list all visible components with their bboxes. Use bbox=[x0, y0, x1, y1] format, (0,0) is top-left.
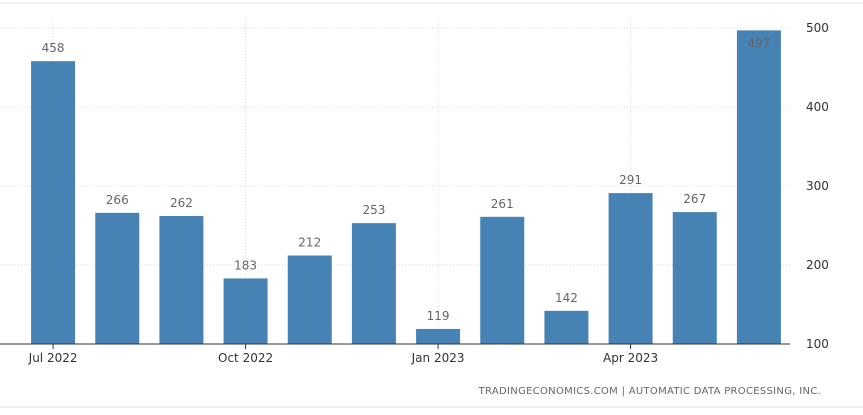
data-label: 212 bbox=[298, 236, 321, 250]
x-tick-label: Oct 2022 bbox=[218, 351, 273, 365]
y-tick-label: 500 bbox=[806, 21, 829, 35]
data-label: 291 bbox=[619, 173, 642, 187]
bar bbox=[544, 310, 589, 344]
data-label: 266 bbox=[106, 193, 129, 207]
y-tick-label: 400 bbox=[806, 100, 829, 114]
data-labels: 458 266 262 183 212 253 119 261 142 291 267 497 bbox=[42, 36, 771, 323]
bar bbox=[351, 223, 396, 344]
y-tick-label: 200 bbox=[806, 258, 829, 272]
y-tick-label: 100 bbox=[806, 337, 829, 351]
bars bbox=[31, 30, 781, 345]
data-label: 267 bbox=[683, 192, 706, 206]
data-label: 142 bbox=[555, 291, 578, 305]
bar bbox=[736, 30, 781, 345]
y-tick-label: 300 bbox=[806, 179, 829, 193]
bar bbox=[672, 212, 717, 344]
source-credit: TRADINGECONOMICS.COM | AUTOMATIC DATA PR… bbox=[478, 386, 821, 397]
data-label: 261 bbox=[491, 197, 514, 211]
x-tick-label: Apr 2023 bbox=[603, 351, 658, 365]
bar bbox=[31, 61, 76, 345]
bar bbox=[416, 328, 461, 344]
x-tick-label: Jan 2023 bbox=[411, 351, 465, 365]
axes: 100 200 300 400 500 Jul 2022 Oct 2022 Jan 2023 A… bbox=[0, 21, 829, 365]
data-label: 262 bbox=[170, 196, 193, 210]
data-label: 119 bbox=[427, 309, 450, 323]
bar bbox=[95, 212, 140, 344]
x-tick-label: Jul 2022 bbox=[28, 351, 78, 365]
data-label: 183 bbox=[234, 258, 257, 272]
data-label: 497 bbox=[747, 36, 770, 50]
bar bbox=[159, 216, 204, 344]
bar bbox=[287, 255, 332, 344]
data-label: 458 bbox=[42, 41, 65, 55]
data-label: 253 bbox=[362, 203, 385, 217]
bar bbox=[608, 193, 653, 344]
bar bbox=[223, 278, 268, 344]
bar bbox=[480, 216, 525, 344]
